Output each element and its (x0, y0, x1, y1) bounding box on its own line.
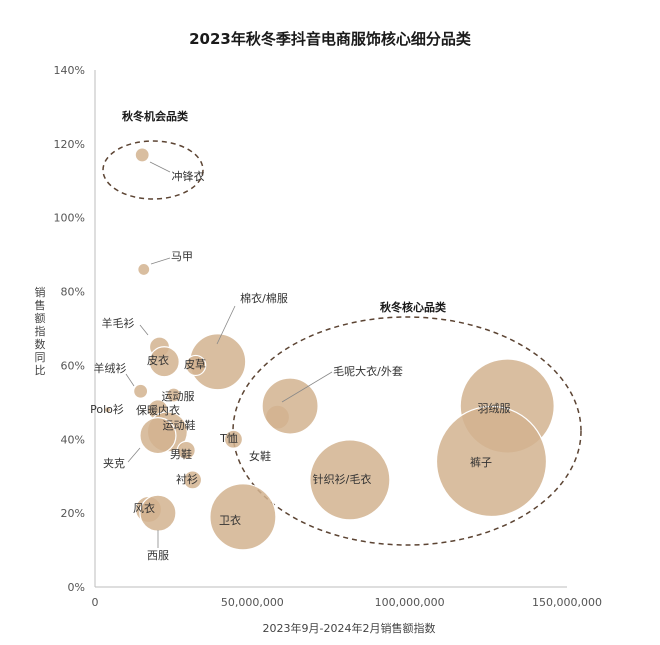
bubble-point (134, 147, 150, 163)
bubble-label: 冲锋衣 (172, 169, 205, 183)
bubble-label: 女鞋 (249, 449, 271, 463)
ellipse-core-group (232, 316, 582, 546)
bubble-label: 裤子 (470, 455, 492, 469)
bubble-label: 西服 (147, 549, 169, 562)
x-tick-label: 50,000,000 (221, 596, 284, 609)
bubble-point (182, 470, 203, 490)
bubble-point (435, 405, 548, 518)
bubble-point (139, 416, 177, 455)
bubble-label: 衬衫 (176, 473, 198, 486)
leader-line (127, 447, 141, 463)
bubble-point (133, 383, 149, 399)
bubble-point (176, 440, 196, 460)
leader-line (149, 161, 171, 173)
bubble-point (309, 439, 391, 521)
bubble-label: T恤 (219, 432, 238, 445)
bubble-label: 卫衣 (219, 513, 241, 527)
bubble-label: 羊毛衫 (102, 316, 135, 330)
bubble-point (261, 377, 319, 435)
y-tick-label: 80% (61, 286, 85, 299)
leader-line (281, 371, 333, 403)
y-tick-label: 0% (68, 581, 85, 594)
x-tick-label: 150,000,000 (532, 596, 602, 609)
bubble-point (166, 387, 182, 403)
ellipse-opportunity-group (102, 140, 204, 200)
y-tick-label: 120% (54, 138, 85, 151)
leader-line (150, 257, 171, 265)
bubble-label: 风衣 (133, 501, 155, 515)
bubble-point (185, 354, 207, 377)
y-tick-label: 40% (61, 433, 85, 446)
x-tick-label: 100,000,000 (375, 596, 445, 609)
bubble-label: 皮衣 (147, 353, 169, 367)
group-label-opportunity: 秋冬机会品类 (122, 109, 189, 123)
y-tick-label: 60% (61, 359, 85, 372)
bubble-label: 针织衫/毛衣 (313, 472, 372, 486)
bubbles-layer (103, 147, 555, 551)
bubble-label: 马甲 (171, 250, 193, 263)
bubble-point (209, 483, 277, 551)
bubble-label: 男鞋 (170, 447, 192, 461)
bubble-point (148, 346, 180, 378)
y-tick-label: 20% (61, 507, 85, 520)
bubble-point (137, 262, 151, 277)
bubble-label: 运动服 (162, 390, 195, 403)
bubble-label: 棉衣/棉服 (240, 291, 288, 305)
bubble-label: 羽绒服 (478, 402, 511, 415)
bubble-label: 羊绒衫 (94, 361, 127, 375)
group-label-core: 秋冬核心品类 (380, 300, 447, 314)
x-tick-label: 0 (92, 596, 99, 609)
leader-line (216, 305, 236, 345)
bubble-point (103, 406, 112, 414)
bubble-point (223, 429, 244, 449)
bubble-label: 夹克 (103, 457, 125, 470)
chart-title: 2023年秋冬季抖音电商服饰核心细分品类 (189, 30, 471, 48)
bubble-label: 运动鞋 (163, 418, 196, 432)
bubble-label: 皮草 (184, 358, 206, 371)
leader-line (125, 373, 135, 387)
axes-layer: 0% 20% 40% 60% 80% 100% 120% 140% 0 50,000,000 100… (35, 64, 602, 609)
bubble-label: 保暖内衣 (136, 403, 180, 417)
leader-line (139, 324, 149, 336)
group-ellipses (102, 140, 582, 546)
bubble-label: 毛呢大衣/外套 (333, 364, 403, 378)
y-tick-label: 100% (54, 212, 85, 225)
y-axis-label: 销售额指数同比 (35, 285, 46, 377)
y-tick-label: 140% (54, 64, 85, 77)
x-axis-label: 2023年9月-2024年2月销售额指数 (263, 621, 436, 635)
bubble-label: Polo衫 (90, 403, 124, 416)
